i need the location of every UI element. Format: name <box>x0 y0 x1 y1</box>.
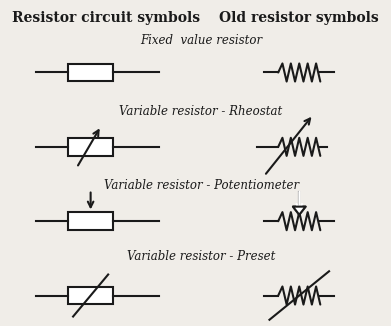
Bar <box>68 64 113 82</box>
Text: Variable resistor - Potentiometer: Variable resistor - Potentiometer <box>104 179 299 192</box>
Text: Variable resistor - Preset: Variable resistor - Preset <box>127 250 275 263</box>
Text: Fixed  value resistor: Fixed value resistor <box>140 34 262 47</box>
Bar <box>68 287 113 304</box>
Text: Variable resistor - Rheostat: Variable resistor - Rheostat <box>120 105 283 118</box>
Polygon shape <box>293 207 306 215</box>
Text: Resistor circuit symbols: Resistor circuit symbols <box>13 11 201 25</box>
Bar <box>68 138 113 156</box>
Bar <box>68 212 113 230</box>
Text: Old resistor symbols: Old resistor symbols <box>219 11 379 25</box>
